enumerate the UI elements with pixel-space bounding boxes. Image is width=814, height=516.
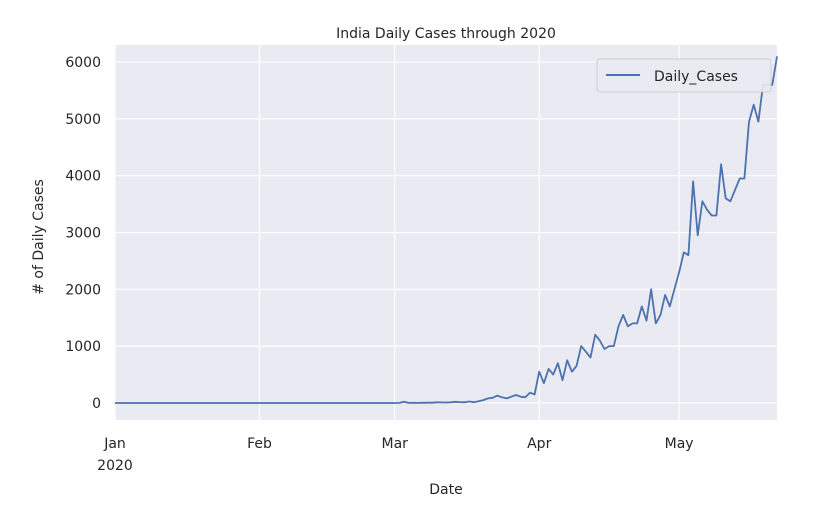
legend-label: Daily_Cases — [654, 69, 738, 85]
x-tick-label: Apr — [527, 436, 551, 452]
tick-labels: 0 1000 2000 3000 4000 5000 6000 Jan 2020 Feb Mar Ap… — [65, 55, 693, 474]
x-tick-sublabel: 2020 — [97, 458, 133, 474]
chart-title: India Daily Cases through 2020 — [336, 26, 556, 42]
legend: Daily_Cases — [596, 58, 772, 93]
series-lines — [115, 56, 778, 404]
legend-box — [596, 58, 772, 93]
y-axis-label: # of Daily Cases — [31, 179, 47, 295]
y-tick-label: 2000 — [65, 282, 101, 298]
x-tick-label: Jan — [103, 436, 126, 452]
y-tick-label: 4000 — [65, 169, 101, 185]
y-tick-label: 0 — [92, 396, 101, 412]
series-line-daily_cases — [115, 56, 778, 404]
y-tick-label: 3000 — [65, 226, 101, 242]
gridlines — [114, 45, 777, 420]
x-tick-label: May — [665, 436, 694, 452]
x-tick-label: Mar — [382, 436, 409, 452]
y-tick-label: 5000 — [65, 112, 101, 128]
y-tick-label: 6000 — [65, 55, 101, 71]
x-axis-label: Date — [429, 482, 462, 498]
y-tick-label: 1000 — [65, 339, 101, 355]
x-tick-label: Feb — [247, 436, 272, 452]
